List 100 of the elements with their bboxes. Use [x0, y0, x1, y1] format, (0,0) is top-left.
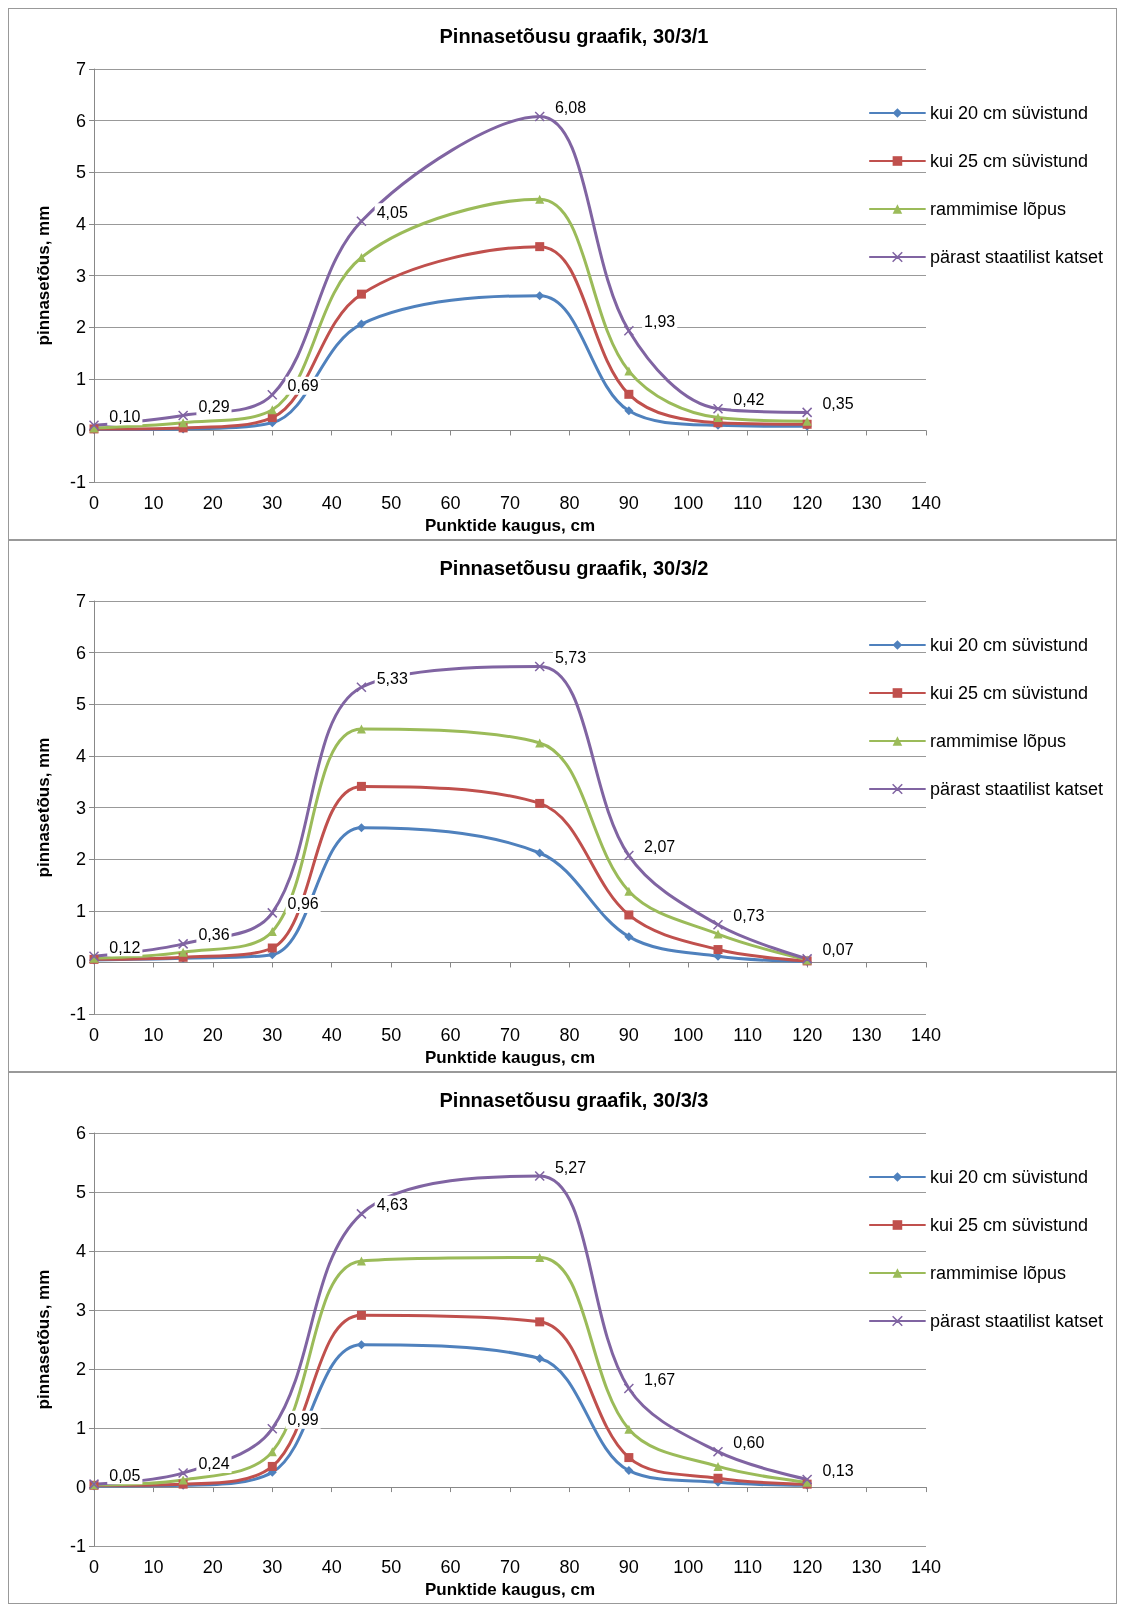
y-tick-label: 5 [75, 162, 86, 183]
legend-label: kui 25 cm süvistund [929, 151, 1088, 171]
x-axis-title: Punktide kaugus, cm [424, 516, 596, 535]
data-label: 0,13 [822, 1461, 854, 1479]
data-label: 0,42 [733, 391, 765, 409]
x-tick-label: 110 [733, 493, 763, 514]
legend-label: rammimise lõpus [929, 1263, 1066, 1283]
x-tick-label: 0 [88, 1025, 100, 1046]
x-tick-label: 140 [910, 493, 942, 514]
data-label: 0,29 [198, 397, 230, 415]
y-tick-label: -1 [69, 1004, 86, 1025]
x-tick-label: 50 [381, 493, 402, 514]
x-tick-label: 70 [499, 493, 521, 514]
data-label: 0,10 [109, 407, 141, 425]
x-tick-label: 70 [499, 1025, 521, 1046]
data-label: 5,73 [554, 649, 587, 667]
y-tick-label: 7 [75, 591, 86, 611]
legend-label: kui 25 cm süvistund [929, 1215, 1088, 1235]
x-tick-label: 30 [262, 493, 283, 514]
x-tick-label: 0 [88, 493, 100, 514]
data-label: 0,69 [287, 377, 319, 395]
data-label: 0,99 [287, 1411, 319, 1429]
data-label: 4,63 [376, 1196, 408, 1214]
y-tick-label: 3 [75, 797, 86, 818]
x-tick-label: 90 [618, 1025, 639, 1046]
legend-label: kui 25 cm süvistund [929, 683, 1088, 703]
y-tick-label: -1 [69, 472, 86, 493]
legend-label: pärast staatilist katset [929, 1311, 1103, 1331]
x-tick-label: 40 [321, 1557, 342, 1578]
x-tick-label: 20 [202, 1025, 223, 1046]
data-label: 0,36 [198, 926, 230, 944]
data-label: 5,33 [376, 669, 408, 687]
x-tick-label: 140 [910, 1557, 942, 1578]
x-tick-label: 10 [143, 1557, 164, 1578]
x-tick-label: 80 [559, 1557, 580, 1578]
data-label: 0,35 [822, 394, 854, 412]
x-tick-label: 70 [499, 1557, 521, 1578]
x-tick-label: 10 [143, 493, 164, 514]
chart-title: Pinnasetõusu graafik, 30/3/1 [439, 25, 709, 47]
x-tick-label: 100 [673, 493, 704, 514]
y-tick-label: 4 [75, 213, 86, 234]
y-tick-label: 3 [75, 1300, 86, 1321]
x-tick-label: 120 [792, 493, 823, 514]
y-tick-label: -1 [69, 1536, 86, 1557]
y-tick-label: 5 [75, 694, 86, 715]
data-label: 0,96 [287, 895, 319, 913]
legend-label: pärast staatilist katset [929, 779, 1103, 799]
y-axis-title: pinnasetõus, mm [34, 737, 53, 878]
x-tick-label: 0 [88, 1557, 100, 1578]
x-tick-label: 20 [202, 493, 223, 514]
y-tick-label: 2 [75, 317, 86, 338]
data-label: 0,24 [198, 1455, 230, 1473]
y-axis-title: pinnasetõus, mm [34, 205, 53, 346]
x-tick-label: 100 [673, 1557, 704, 1578]
x-axis-title: Punktide kaugus, cm [424, 1048, 596, 1067]
y-tick-label: 6 [75, 642, 86, 663]
y-tick-label: 0 [75, 1477, 86, 1498]
data-label: 0,07 [822, 941, 854, 959]
y-tick-label: 2 [75, 849, 86, 870]
y-tick-label: 1 [75, 368, 86, 389]
data-label: 1,93 [644, 313, 676, 331]
legend-label: kui 20 cm süvistund [929, 1167, 1088, 1187]
data-label: 0,60 [733, 1434, 765, 1452]
x-tick-label: 110 [733, 1025, 763, 1046]
y-tick-label: 0 [75, 952, 86, 973]
y-tick-label: 2 [75, 1359, 86, 1380]
y-tick-label: 4 [75, 1241, 86, 1262]
x-tick-label: 60 [440, 493, 461, 514]
x-tick-label: 140 [910, 1025, 942, 1046]
x-tick-label: 20 [202, 1557, 223, 1578]
x-tick-label: 100 [673, 1025, 704, 1046]
data-label: 0,12 [109, 938, 141, 956]
data-label: 0,73 [733, 907, 765, 925]
data-label: 4,05 [376, 203, 408, 221]
x-tick-label: 50 [381, 1025, 402, 1046]
x-tick-label: 80 [559, 493, 580, 514]
legend-label: kui 20 cm süvistund [929, 635, 1088, 655]
y-tick-label: 1 [75, 1418, 86, 1439]
y-tick-label: 6 [75, 1123, 86, 1143]
chart-title: Pinnasetõusu graafik, 30/3/3 [439, 1089, 709, 1111]
x-tick-label: 30 [262, 1025, 283, 1046]
x-tick-label: 80 [559, 1025, 580, 1046]
x-tick-label: 30 [262, 1557, 283, 1578]
x-tick-label: 120 [792, 1557, 823, 1578]
y-tick-label: 1 [75, 900, 86, 921]
x-tick-label: 60 [440, 1557, 461, 1578]
y-tick-label: 6 [75, 110, 86, 131]
y-tick-label: 3 [75, 265, 86, 286]
x-tick-label: 130 [851, 1025, 882, 1046]
x-tick-label: 40 [321, 1025, 342, 1046]
data-label: 0,05 [109, 1466, 141, 1484]
x-tick-label: 60 [440, 1025, 461, 1046]
x-tick-label: 90 [618, 493, 639, 514]
legend-label: rammimise lõpus [929, 731, 1066, 751]
y-tick-label: 0 [75, 420, 86, 441]
x-tick-label: 90 [618, 1557, 639, 1578]
x-tick-label: 10 [143, 1025, 164, 1046]
data-label: 1,67 [644, 1371, 676, 1389]
x-tick-label: 40 [321, 493, 342, 514]
x-tick-label: 110 [733, 1557, 763, 1578]
